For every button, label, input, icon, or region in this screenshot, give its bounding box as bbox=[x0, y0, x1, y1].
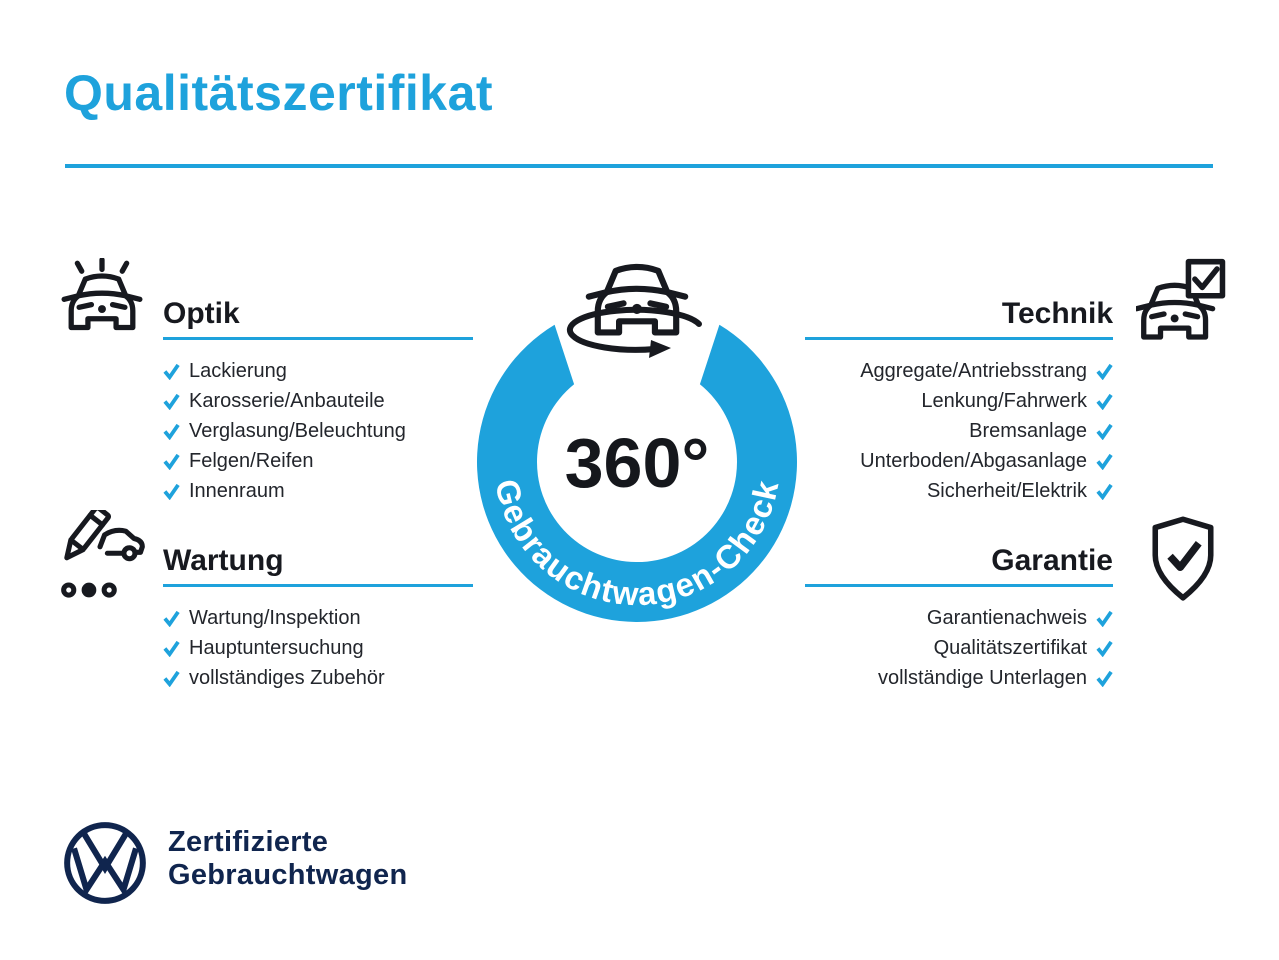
badge-center-text: 360° bbox=[565, 424, 710, 502]
checkmark-icon bbox=[1096, 393, 1113, 410]
check-list-item: Hauptuntersuchung bbox=[163, 633, 473, 663]
check-list-label: Verglasung/Beleuchtung bbox=[189, 419, 406, 442]
check-list-label: Sicherheit/Elektrik bbox=[926, 479, 1087, 502]
check-list-item: Qualitätszertifikat bbox=[805, 633, 1113, 663]
vw-logo bbox=[62, 820, 148, 911]
checkmark-icon bbox=[1096, 670, 1113, 687]
check-list-item: Unterboden/Abgasanlage bbox=[805, 446, 1113, 476]
section-title-optik: Optik bbox=[163, 297, 473, 340]
check-list-item: Verglasung/Beleuchtung bbox=[163, 416, 473, 446]
section-title-wartung: Wartung bbox=[163, 544, 473, 587]
sparkling-car-icon bbox=[58, 258, 146, 346]
checkmark-icon bbox=[163, 483, 180, 500]
checkmark-icon bbox=[1096, 453, 1113, 470]
footer-brand-text: Zertifizierte Gebrauchtwagen bbox=[168, 826, 407, 892]
check-list-label: Wartung/Inspektion bbox=[189, 606, 361, 629]
check-list-item: vollständige Unterlagen bbox=[805, 663, 1113, 693]
checkmark-icon bbox=[163, 670, 180, 687]
check-list-label: Innenraum bbox=[189, 479, 285, 502]
check-list-item: Sicherheit/Elektrik bbox=[805, 476, 1113, 506]
check-list-item: vollständiges Zubehör bbox=[163, 663, 473, 693]
check-list-label: Bremsanlage bbox=[969, 419, 1087, 442]
section-title-technik: Technik bbox=[805, 297, 1113, 340]
checkmark-icon bbox=[163, 393, 180, 410]
check-list-label: Lackierung bbox=[189, 359, 287, 382]
checkmark-icon bbox=[1096, 483, 1113, 500]
check-list-item: Karosserie/Anbauteile bbox=[163, 386, 473, 416]
checkmark-icon bbox=[1096, 640, 1113, 657]
section-technik: Technik Aggregate/Antriebsstrang Lenkung… bbox=[805, 297, 1113, 506]
check-list-item: Lenkung/Fahrwerk bbox=[805, 386, 1113, 416]
page-title: Qualitätszertifikat bbox=[64, 65, 494, 121]
footer-brand-line1: Zertifizierte bbox=[168, 826, 329, 858]
checkmark-icon bbox=[163, 423, 180, 440]
wartung-check-list: Wartung/Inspektion Hauptuntersuchung vol… bbox=[163, 603, 473, 693]
check-list-item: Innenraum bbox=[163, 476, 473, 506]
technik-check-list: Aggregate/Antriebsstrang Lenkung/Fahrwer… bbox=[805, 356, 1113, 506]
check-list-label: Hauptuntersuchung bbox=[189, 636, 364, 659]
garantie-check-list: Garantienachweis Qualitätszertifikat vol… bbox=[805, 603, 1113, 693]
shield-check-icon bbox=[1146, 514, 1220, 604]
header-divider bbox=[65, 164, 1213, 168]
service-checklist-icon bbox=[54, 510, 146, 602]
check-list-label: Karosserie/Anbauteile bbox=[189, 389, 385, 412]
section-optik: Optik Lackierung Karosserie/Anbauteile bbox=[163, 297, 473, 506]
footer-brand-line2: Gebrauchtwagen bbox=[168, 859, 408, 891]
check-list-label: Lenkung/Fahrwerk bbox=[921, 389, 1087, 412]
checkmark-icon bbox=[163, 363, 180, 380]
section-wartung: Wartung Wartung/Inspektion Hauptuntersuc… bbox=[163, 544, 473, 693]
check-list-item: Aggregate/Antriebsstrang bbox=[805, 356, 1113, 386]
checkmark-icon bbox=[1096, 423, 1113, 440]
check-list-label: Qualitätszertifikat bbox=[933, 636, 1087, 659]
checkmark-icon bbox=[163, 610, 180, 627]
checkmark-icon bbox=[1096, 610, 1113, 627]
check-list-item: Wartung/Inspektion bbox=[163, 603, 473, 633]
check-list-item: Bremsanlage bbox=[805, 416, 1113, 446]
car-checkbox-icon bbox=[1136, 258, 1228, 350]
check-list-label: Unterboden/Abgasanlage bbox=[860, 449, 1087, 472]
optik-check-list: Lackierung Karosserie/Anbauteile Verglas… bbox=[163, 356, 473, 506]
section-garantie: Garantie Garantienachweis Qualitätszerti… bbox=[805, 544, 1113, 693]
checkmark-icon bbox=[1096, 363, 1113, 380]
check-list-label: Felgen/Reifen bbox=[189, 449, 314, 472]
badge-ring bbox=[477, 324, 797, 622]
section-title-garantie: Garantie bbox=[805, 544, 1113, 587]
check-list-label: vollständige Unterlagen bbox=[877, 666, 1087, 689]
check-list-label: Garantienachweis bbox=[926, 606, 1087, 629]
check-list-item: Felgen/Reifen bbox=[163, 446, 473, 476]
check-list-label: Aggregate/Antriebsstrang bbox=[860, 359, 1087, 382]
rotating-car-icon bbox=[566, 263, 702, 358]
checkmark-icon bbox=[163, 640, 180, 657]
checkmark-icon bbox=[163, 453, 180, 470]
check-list-label: vollständiges Zubehör bbox=[189, 666, 385, 689]
check-list-item: Lackierung bbox=[163, 356, 473, 386]
360-degree-badge: Gebrauchtwagen-Check 360° bbox=[455, 240, 819, 641]
check-list-item: Garantienachweis bbox=[805, 603, 1113, 633]
